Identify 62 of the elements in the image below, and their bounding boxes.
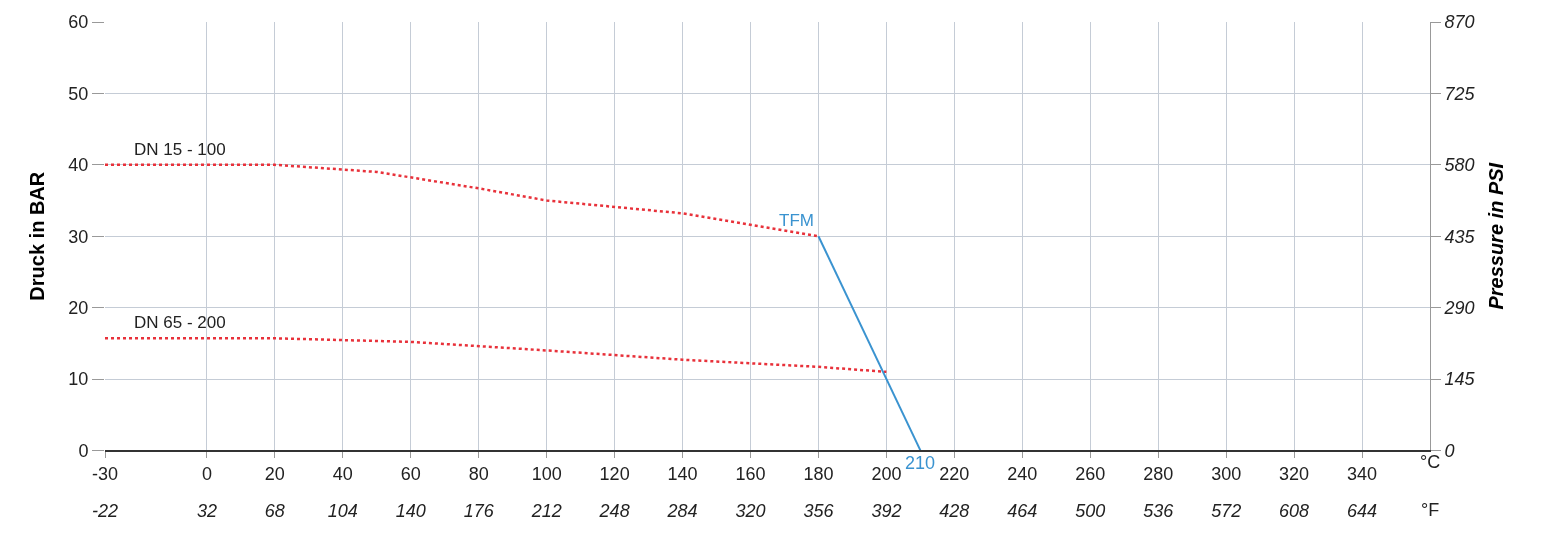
x2-tick-label: 176 bbox=[463, 501, 495, 521]
y-tick-label: 60 bbox=[68, 12, 89, 33]
x-tick-label: 340 bbox=[1347, 464, 1378, 484]
x2-tick-label: 536 bbox=[1143, 501, 1175, 521]
series-label: DN 65 - 200 bbox=[134, 313, 226, 332]
x-tick-label: 320 bbox=[1279, 464, 1310, 484]
x2-tick-label: 212 bbox=[530, 501, 562, 521]
series-label: TFM bbox=[779, 211, 814, 230]
x-tick-label: 80 bbox=[468, 464, 489, 484]
x2-tick-label: 608 bbox=[1279, 501, 1310, 521]
x-tick-label: 60 bbox=[400, 464, 421, 484]
y-tick-label: 20 bbox=[68, 297, 89, 318]
line-series bbox=[105, 163, 820, 238]
y2-tick-label: 145 bbox=[1444, 369, 1476, 390]
x2-tick-label: -22 bbox=[91, 501, 119, 521]
x2-tick-label: 32 bbox=[196, 501, 217, 521]
x2-tick-label: 68 bbox=[264, 501, 285, 521]
y-tick-label: 0 bbox=[78, 440, 89, 461]
y2-tick-label: 435 bbox=[1444, 226, 1476, 247]
x2-tick-label: 500 bbox=[1075, 501, 1106, 521]
x2-axis-title: °F bbox=[1421, 500, 1440, 520]
x2-tick-label: 428 bbox=[939, 501, 970, 521]
x2-tick-label: 104 bbox=[327, 501, 358, 521]
x-tick-label: 200 bbox=[871, 464, 902, 484]
x2-tick-label: 356 bbox=[803, 501, 835, 521]
y-tick-label: 50 bbox=[68, 83, 89, 104]
y2-tick-label: 580 bbox=[1444, 155, 1475, 176]
x2-tick-label: 140 bbox=[395, 501, 426, 521]
y2-tick-label: 725 bbox=[1444, 83, 1476, 104]
x2-tick-label: 464 bbox=[1007, 501, 1038, 521]
y2-tick-label: 290 bbox=[1443, 297, 1475, 318]
annotation: 210 bbox=[905, 453, 936, 473]
x2-tick-label: 248 bbox=[598, 501, 630, 521]
y-tick-label: 30 bbox=[68, 226, 89, 247]
x-tick-label: 20 bbox=[264, 464, 285, 484]
y2-tick-label: 0 bbox=[1444, 440, 1455, 461]
x2-tick-label: 284 bbox=[666, 501, 698, 521]
x-tick-label: 120 bbox=[599, 464, 630, 484]
y-axis-title: Druck in BAR bbox=[25, 171, 48, 301]
x-tick-label: 180 bbox=[803, 464, 834, 484]
series-label: DN 15 - 100 bbox=[134, 140, 226, 159]
x-tick-label: 220 bbox=[939, 464, 970, 484]
x-tick-label: 100 bbox=[531, 464, 562, 484]
x-axis-title: °C bbox=[1420, 452, 1441, 472]
x2-tick-label: 572 bbox=[1211, 501, 1242, 521]
x-tick-label: 280 bbox=[1143, 464, 1174, 484]
y2-axis-title: Pressure in PSI bbox=[1485, 162, 1508, 310]
x2-tick-label: 392 bbox=[871, 501, 902, 521]
x-tick-label: 240 bbox=[1007, 464, 1038, 484]
y-tick-label: 40 bbox=[68, 155, 89, 176]
y2-tick-label: 870 bbox=[1444, 12, 1475, 33]
x-tick-label: 260 bbox=[1075, 464, 1106, 484]
x2-tick-label: 644 bbox=[1347, 501, 1378, 521]
x-tick-label: 140 bbox=[667, 464, 698, 484]
y-tick-label: 10 bbox=[68, 369, 89, 390]
line-series bbox=[105, 337, 888, 374]
x-tick-label: 40 bbox=[332, 464, 353, 484]
x-tick-label: -30 bbox=[91, 464, 119, 484]
x-tick-label: 300 bbox=[1211, 464, 1242, 484]
x-tick-label: 160 bbox=[735, 464, 766, 484]
x-tick-label: 0 bbox=[201, 464, 212, 484]
x2-tick-label: 320 bbox=[735, 501, 766, 521]
